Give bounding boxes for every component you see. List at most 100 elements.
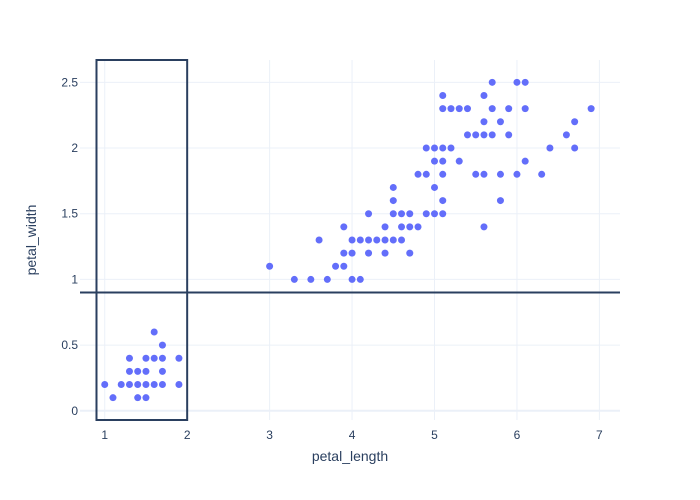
data-point xyxy=(496,197,504,205)
data-point xyxy=(158,354,166,362)
data-point xyxy=(134,394,142,402)
data-point xyxy=(463,131,471,139)
data-point xyxy=(422,170,430,178)
data-point xyxy=(538,170,546,178)
x-tick-label: 3 xyxy=(266,428,273,442)
data-point xyxy=(513,78,521,86)
data-point xyxy=(109,394,117,402)
data-point xyxy=(406,249,414,257)
data-point xyxy=(134,367,142,375)
data-point xyxy=(521,157,529,165)
shapes xyxy=(80,59,620,421)
data-point xyxy=(431,144,439,152)
data-point xyxy=(480,118,488,126)
data-point xyxy=(150,328,158,336)
data-point xyxy=(439,105,447,113)
data-point xyxy=(414,170,422,178)
data-point xyxy=(571,118,579,126)
data-point xyxy=(381,236,389,244)
data-point xyxy=(340,249,348,257)
y-tick-label: 2 xyxy=(71,141,78,155)
data-point xyxy=(439,144,447,152)
data-point xyxy=(422,144,430,152)
data-point xyxy=(142,367,150,375)
data-point xyxy=(389,197,397,205)
data-point xyxy=(571,144,579,152)
data-point xyxy=(125,381,133,389)
data-point xyxy=(455,157,463,165)
data-point xyxy=(505,105,513,113)
data-point xyxy=(439,210,447,218)
data-point xyxy=(521,105,529,113)
data-point xyxy=(315,236,323,244)
data-point xyxy=(158,341,166,349)
data-point xyxy=(488,105,496,113)
data-point xyxy=(480,223,488,231)
x-tick-label: 5 xyxy=(431,428,438,442)
y-tick-label: 2.5 xyxy=(61,75,78,89)
data-point xyxy=(414,223,422,231)
data-point xyxy=(125,367,133,375)
data-point xyxy=(323,275,331,283)
data-point xyxy=(480,170,488,178)
data-point xyxy=(463,105,471,113)
data-point xyxy=(431,210,439,218)
y-tick-label: 0 xyxy=(71,404,78,418)
data-point xyxy=(307,275,315,283)
data-point xyxy=(125,354,133,362)
data-point xyxy=(142,381,150,389)
data-point xyxy=(389,210,397,218)
data-point xyxy=(365,210,373,218)
data-point xyxy=(496,170,504,178)
y-tick-label: 1.5 xyxy=(61,207,78,221)
data-point xyxy=(381,223,389,231)
data-point xyxy=(488,131,496,139)
data-point xyxy=(134,381,142,389)
data-point xyxy=(356,275,364,283)
data-point xyxy=(365,236,373,244)
data-point xyxy=(447,105,455,113)
data-point xyxy=(389,236,397,244)
data-point xyxy=(480,131,488,139)
data-point xyxy=(422,210,430,218)
data-point xyxy=(472,131,480,139)
data-point xyxy=(406,210,414,218)
data-point xyxy=(431,157,439,165)
x-tick-label: 7 xyxy=(596,428,603,442)
data-point xyxy=(142,394,150,402)
data-point xyxy=(406,223,414,231)
data-point xyxy=(340,262,348,270)
y-tick-label: 0.5 xyxy=(61,338,78,352)
data-point xyxy=(521,78,529,86)
data-point xyxy=(398,210,406,218)
data-point xyxy=(431,183,439,191)
y-tick-label: 1 xyxy=(71,272,78,286)
data-point xyxy=(373,236,381,244)
tick-labels: 1 2 3 4 5 6 7 0 0.5 1 1.5 2 2.5 xyxy=(61,75,603,442)
highlight-rectangle xyxy=(95,59,189,421)
data-point xyxy=(587,105,595,113)
data-point xyxy=(175,381,183,389)
data-point xyxy=(439,157,447,165)
data-point xyxy=(513,170,521,178)
data-point xyxy=(447,144,455,152)
y-axis-title: petal_width xyxy=(23,205,39,276)
grid-lines xyxy=(80,60,620,420)
data-point xyxy=(496,118,504,126)
data-point xyxy=(480,91,488,99)
data-point xyxy=(150,354,158,362)
data-point xyxy=(348,236,356,244)
data-point xyxy=(398,236,406,244)
data-point xyxy=(505,131,513,139)
x-tick-label: 1 xyxy=(101,428,108,442)
data-point xyxy=(365,249,373,257)
data-point xyxy=(158,381,166,389)
data-point xyxy=(439,197,447,205)
data-point xyxy=(381,249,389,257)
data-point xyxy=(472,170,480,178)
data-point xyxy=(290,275,298,283)
data-point xyxy=(439,91,447,99)
x-tick-label: 2 xyxy=(184,428,191,442)
data-point xyxy=(332,262,340,270)
data-point xyxy=(101,381,109,389)
